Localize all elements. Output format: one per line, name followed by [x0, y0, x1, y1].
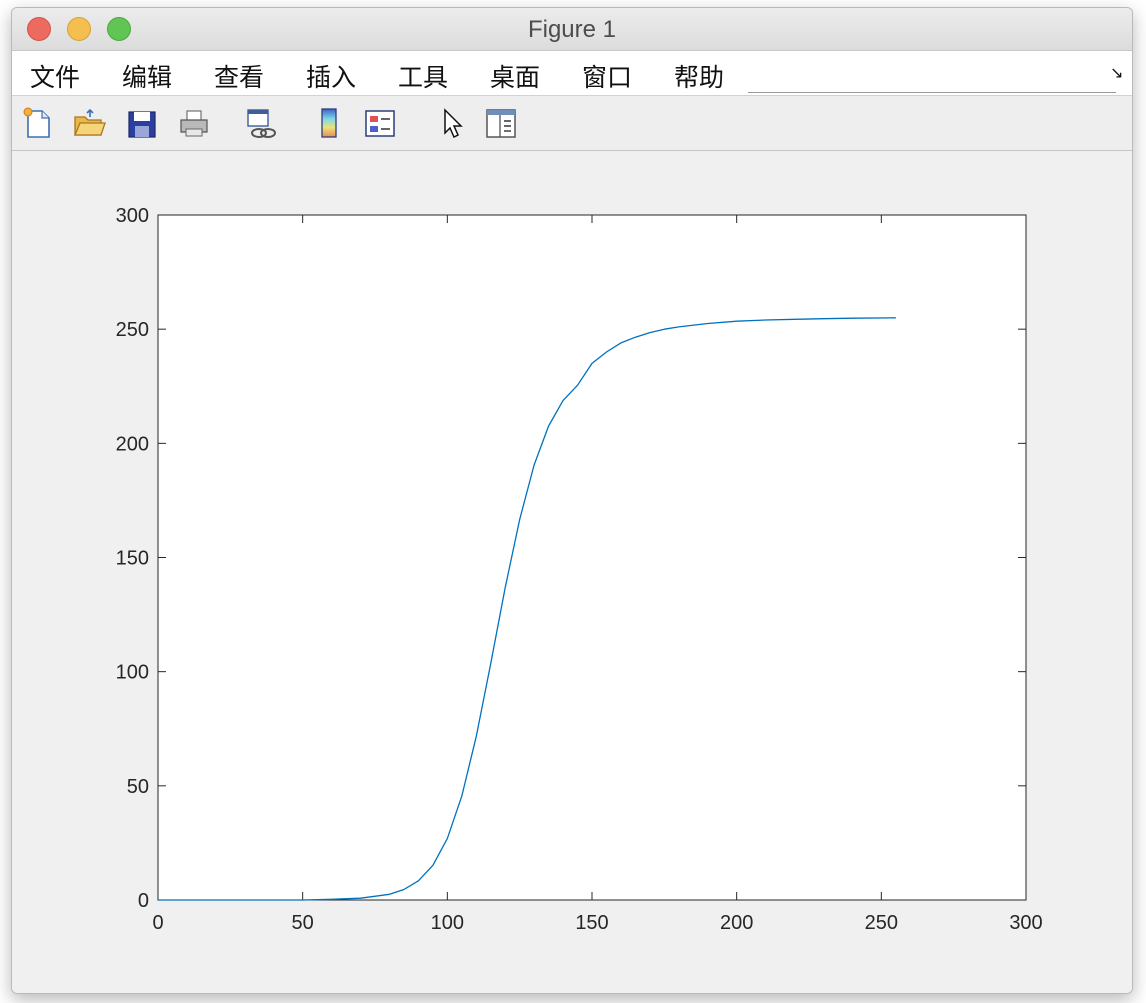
menu-view[interactable]: 查看 [214, 63, 265, 92]
open-file-icon [74, 108, 106, 136]
insert-legend-button[interactable] [363, 106, 397, 140]
property-inspector-button[interactable] [484, 106, 518, 140]
new-figure-button[interactable] [21, 106, 55, 140]
figure-toolbar [12, 96, 1132, 151]
title-bar[interactable]: Figure 1 [12, 8, 1132, 51]
axes-box [157, 214, 1027, 901]
x-tick-label: 250 [865, 912, 898, 934]
print-button[interactable] [177, 106, 211, 140]
dock-arrow-icon[interactable]: ↘ [1110, 63, 1124, 82]
link-plot-button[interactable] [244, 106, 278, 140]
y-tick-label: 100 [116, 662, 149, 684]
x-tick-label: 200 [720, 912, 753, 934]
legend-icon [365, 110, 395, 137]
zoom-window-button[interactable] [107, 17, 131, 41]
new-figure-icon [23, 107, 50, 138]
menu-edit[interactable]: 编辑 [122, 63, 173, 92]
minimize-window-button[interactable] [67, 17, 91, 41]
link-plot-icon [247, 109, 276, 138]
y-tick-label: 250 [116, 319, 149, 341]
open-file-button[interactable] [72, 106, 106, 140]
menu-file[interactable]: 文件 [30, 63, 81, 92]
x-tick-label: 0 [152, 912, 163, 934]
edit-plot-button[interactable] [435, 106, 469, 140]
y-tick-label: 300 [116, 205, 149, 227]
menu-help[interactable]: 帮助 [674, 63, 725, 92]
x-tick-label: 150 [575, 912, 608, 934]
menu-desktop[interactable]: 桌面 [490, 63, 541, 92]
close-window-button[interactable] [27, 17, 51, 41]
y-tick-label: 50 [127, 776, 149, 798]
insert-colorbar-button[interactable] [312, 106, 346, 140]
print-icon [180, 110, 208, 137]
y-tick-label: 0 [138, 890, 149, 912]
y-tick-label: 200 [116, 433, 149, 455]
property-inspector-icon [486, 109, 516, 138]
x-tick-label: 100 [431, 912, 464, 934]
x-tick-label: 50 [292, 912, 314, 934]
y-tick-label: 150 [116, 548, 149, 570]
x-tick-label: 300 [1009, 912, 1042, 934]
menu-tools[interactable]: 工具 [398, 63, 449, 92]
save-icon [128, 111, 156, 138]
menu-divider [748, 92, 1116, 93]
colorbar-icon [321, 108, 337, 138]
plot-area: 0 50 100 150 200 250 300 0 50 100 150 200 250 300 [12, 151, 1132, 993]
series-line-0 [158, 317, 896, 901]
line-chart[interactable]: 0 50 100 150 200 250 300 0 50 100 150 200 250 300 [12, 151, 1132, 993]
save-button[interactable] [125, 106, 159, 140]
figure-window: Figure 1 文件 编辑 查看 插入 工具 桌面 窗口 帮助 ↘ [11, 7, 1133, 994]
menu-bar: 文件 编辑 查看 插入 工具 桌面 窗口 帮助 ↘ [12, 51, 1132, 96]
window-title: Figure 1 [527, 16, 617, 43]
menu-window[interactable]: 窗口 [582, 63, 633, 92]
menu-insert[interactable]: 插入 [306, 63, 357, 92]
edit-plot-pointer-icon [444, 108, 463, 139]
